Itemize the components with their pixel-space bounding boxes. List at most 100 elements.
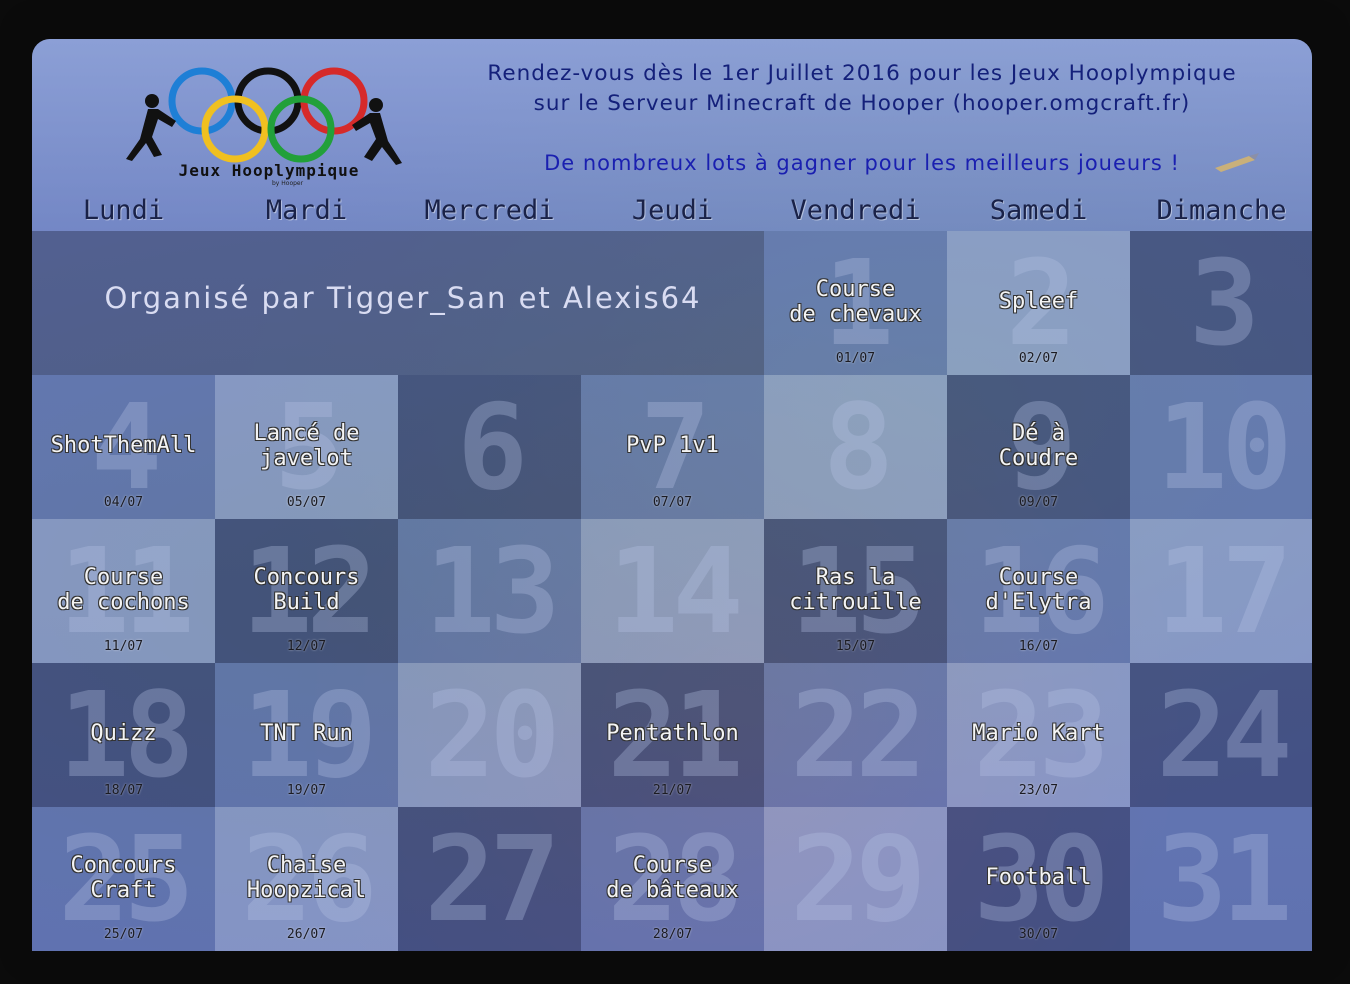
day-number: 16 [973,522,1109,660]
day-cell: 23 Mario Kart 23/07 [947,663,1130,807]
event-date: 04/07 [103,495,144,510]
day-number: 29 [790,810,926,948]
day-cell: 12 Concours Build 12/07 [215,519,398,663]
day-cell: 6 [398,375,581,519]
day-cell: 25 Concours Craft 25/07 [32,807,215,951]
event-date: 18/07 [103,783,144,798]
day-number: 11 [58,522,194,660]
day-number: 3 [1188,234,1260,372]
event-date: 25/07 [103,927,144,942]
day-cell: 7 PvP 1v1 07/07 [581,375,764,519]
organizer-credit: Organisé par Tigger_San et Alexis64 [104,281,702,315]
weekday-5: Samedi [989,195,1088,226]
logo-subtitle: by Hooper [272,180,304,187]
day-cell: 26 Chaise Hoopzical 26/07 [215,807,398,951]
day-cell: 9 Dé à Coudre 09/07 [947,375,1130,519]
event-title: Concours Build [253,565,360,615]
day-number: 25 [58,810,194,948]
day-cell: 15 Ras la citrouille 15/07 [764,519,947,663]
announcement-line-1: Rendez-vous dès le 1er Juillet 2016 pour… [487,61,1237,86]
event-title: PvP 1v1 [626,433,719,458]
event-title: TNT Run [260,721,353,746]
olympic-rings-logo [126,67,402,165]
day-cell: 20 [398,663,581,807]
event-date: 09/07 [1018,495,1059,510]
calendar-poster: Jeux Hooplympique by Hooper Rendez-vous … [32,39,1312,951]
day-cell: 16 Course d'Elytra 16/07 [947,519,1130,663]
day-cell: 3 [1130,231,1312,375]
event-title: Mario Kart [972,721,1105,746]
day-cell: 13 [398,519,581,663]
day-number: 9 [1005,378,1077,516]
day-cell: 10 [1130,375,1312,519]
day-number: 20 [424,666,560,804]
event-title: Spleef [998,289,1079,314]
day-cell: 8 [764,375,947,519]
day-cell: 28 Course de bâteaux 28/07 [581,807,764,951]
day-cell [215,231,398,375]
day-number: 10 [1156,378,1292,516]
day-cell: 21 Pentathlon 21/07 [581,663,764,807]
weekday-4: Vendredi [790,195,921,226]
event-date: 30/07 [1018,927,1059,942]
day-number: 6 [456,378,528,516]
weekday-0: Lundi [82,195,165,226]
announcement: Rendez-vous dès le 1er Juillet 2016 pour… [452,59,1272,119]
calendar-grid: 1 Course de chevaux 01/07 2 Spleef 02/07 3 4 Sho… [32,231,1312,951]
event-title: Football [985,865,1092,890]
athlete-left-icon [126,94,176,161]
event-title: Dé à Coudre [998,421,1079,471]
day-cell: 17 [1130,519,1312,663]
athlete-right-icon [352,98,402,165]
day-cell: 19 TNT Run 19/07 [215,663,398,807]
event-title: Course de cochons [57,565,190,615]
day-cell: 22 [764,663,947,807]
day-number: 14 [607,522,743,660]
event-date: 15/07 [835,639,876,654]
event-title: Quizz [90,721,157,746]
event-date: 01/07 [835,351,876,366]
event-title: ShotThemAll [50,433,197,458]
event-title: Course de bâteaux [606,853,739,903]
day-cell: 11 Course de cochons 11/07 [32,519,215,663]
prizes-line: De nombreux lots à gagner pour les meill… [544,151,1180,175]
day-number: 22 [790,666,926,804]
day-number: 30 [973,810,1109,948]
weekday-2: Mercredi [424,195,555,226]
event-date: 05/07 [286,495,327,510]
day-cell: 29 [764,807,947,951]
day-cell: 18 Quizz 18/07 [32,663,215,807]
day-number: 19 [241,666,377,804]
event-date: 02/07 [1018,351,1059,366]
event-date: 11/07 [103,639,144,654]
event-date: 28/07 [652,927,693,942]
event-date: 23/07 [1018,783,1059,798]
event-title: Course d'Elytra [985,565,1092,615]
day-cell [581,231,764,375]
day-number: 18 [58,666,194,804]
day-cell: 5 Lancé de javelot 05/07 [215,375,398,519]
event-date: 19/07 [286,783,327,798]
day-number: 13 [424,522,560,660]
weekday-header: Lundi Mardi Mercredi Jeudi Vendredi Samedi Dim… [32,195,1312,231]
day-number: 31 [1156,810,1292,948]
day-number: 26 [241,810,377,948]
day-cell: 27 [398,807,581,951]
pencil-icon [1215,153,1259,172]
event-date: 26/07 [286,927,327,942]
day-number: 28 [607,810,743,948]
logo-title: Jeux Hooplympique [178,161,360,180]
weekday-1: Mardi [265,195,348,226]
weekday-6: Dimanche [1156,195,1287,226]
day-number: 7 [639,378,711,516]
day-number: 24 [1156,666,1292,804]
weekday-3: Jeudi [631,195,714,226]
day-cell: 31 [1130,807,1312,951]
day-cell [32,231,215,375]
day-cell [398,231,581,375]
event-title: Lancé de javelot [253,421,360,471]
event-date: 07/07 [652,495,693,510]
day-number: 17 [1156,522,1292,660]
day-number: 23 [973,666,1109,804]
